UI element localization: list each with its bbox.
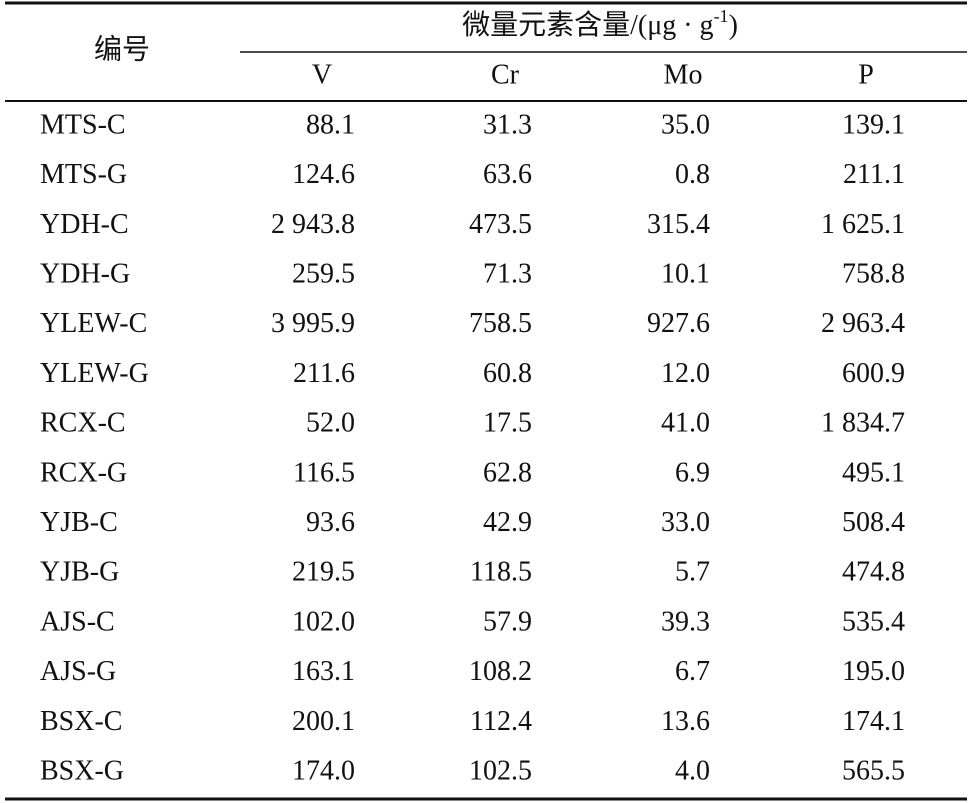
id-header: 编号 [94, 33, 150, 65]
cell-value: 174.1 [842, 706, 905, 737]
cell-value: 758.5 [469, 308, 532, 339]
row-label: BSX-C [40, 706, 122, 737]
cell-value: 116.5 [293, 457, 355, 488]
cell-value: 6.7 [675, 656, 710, 687]
cell-value: 1 625.1 [821, 209, 905, 240]
cell-value: 60.8 [483, 358, 532, 389]
cell-value: 219.5 [292, 557, 355, 588]
cell-value: 1 834.7 [821, 408, 905, 439]
cell-value: 102.0 [292, 606, 355, 637]
column-header: Mo [664, 59, 703, 90]
group-close: ) [729, 10, 738, 41]
group-header: 微量元素含量/(μg · g-1) [462, 6, 738, 41]
cell-value: 600.9 [842, 358, 905, 389]
row-label: YDH-G [40, 259, 130, 290]
row-label: AJS-C [40, 606, 115, 637]
cell-value: 315.4 [647, 209, 710, 240]
cell-value: 495.1 [842, 457, 905, 488]
cell-value: 17.5 [483, 408, 532, 439]
cell-value: 4.0 [675, 756, 710, 787]
cell-value: 174.0 [292, 756, 355, 787]
cell-value: 535.4 [842, 606, 905, 637]
cell-value: 42.9 [483, 507, 532, 538]
cell-value: 2 943.8 [271, 209, 355, 240]
row-label: MTS-G [40, 159, 127, 190]
cell-value: 200.1 [292, 706, 355, 737]
row-label: YDH-C [40, 209, 129, 240]
cell-value: 71.3 [483, 259, 532, 290]
cell-value: 3 995.9 [271, 308, 355, 339]
cell-value: 108.2 [469, 656, 532, 687]
cell-value: 927.6 [647, 308, 710, 339]
cell-value: 39.3 [661, 606, 710, 637]
group-text: 微量元素含量/(μg · g [462, 9, 713, 41]
cell-value: 13.6 [661, 706, 710, 737]
cell-value: 508.4 [842, 507, 905, 538]
cell-value: 62.8 [483, 457, 532, 488]
row-label: MTS-C [40, 109, 126, 140]
cell-value: 102.5 [469, 756, 532, 787]
row-label: YLEW-C [40, 308, 147, 339]
cell-value: 112.4 [470, 706, 532, 737]
row-label: BSX-G [40, 756, 124, 787]
cell-value: 118.5 [470, 557, 532, 588]
cell-value: 41.0 [661, 408, 710, 439]
cell-value: 93.6 [306, 507, 355, 538]
cell-value: 124.6 [292, 159, 355, 190]
cell-value: 35.0 [661, 109, 710, 140]
cell-value: 5.7 [675, 557, 710, 588]
cell-value: 12.0 [661, 358, 710, 389]
cell-value: 195.0 [842, 656, 905, 687]
cell-value: 211.1 [843, 159, 905, 190]
row-label: YLEW-G [40, 358, 149, 389]
row-label: RCX-G [40, 457, 127, 488]
cell-value: 88.1 [306, 109, 355, 140]
cell-value: 139.1 [842, 109, 905, 140]
cell-value: 758.8 [842, 259, 905, 290]
cell-value: 474.8 [842, 557, 905, 588]
column-header: V [312, 59, 332, 90]
cell-value: 163.1 [292, 656, 355, 687]
cell-value: 31.3 [483, 109, 532, 140]
cell-value: 10.1 [661, 259, 710, 290]
cell-value: 6.9 [675, 457, 710, 488]
row-label: AJS-G [40, 656, 116, 687]
cell-value: 2 963.4 [821, 308, 905, 339]
row-label: YJB-C [40, 507, 118, 538]
row-label: YJB-G [40, 557, 119, 588]
cell-value: 33.0 [661, 507, 710, 538]
row-label: RCX-C [40, 408, 126, 439]
cell-value: 57.9 [483, 606, 532, 637]
cell-value: 473.5 [469, 209, 532, 240]
cell-value: 52.0 [306, 408, 355, 439]
group-sup: -1 [714, 6, 729, 26]
cell-value: 211.6 [293, 358, 355, 389]
cell-value: 0.8 [675, 159, 710, 190]
column-header: P [858, 59, 874, 90]
cell-value: 259.5 [292, 259, 355, 290]
column-header: Cr [491, 59, 520, 90]
cell-value: 565.5 [842, 756, 905, 787]
cell-value: 63.6 [483, 159, 532, 190]
